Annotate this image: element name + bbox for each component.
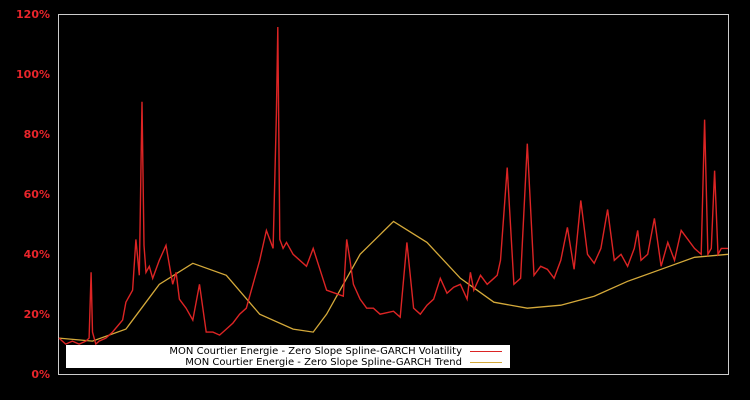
legend-label: MON Courtier Energie - Zero Slope Spline…	[169, 346, 462, 357]
y-tick-label: 100%	[16, 68, 50, 81]
trend-line	[58, 220, 729, 342]
y-tick-label: 0%	[31, 368, 50, 381]
legend-item-volatility: MON Courtier Energie - Zero Slope Spline…	[169, 346, 502, 357]
y-tick-label: 120%	[16, 8, 50, 21]
legend-label: MON Courtier Energie - Zero Slope Spline…	[185, 357, 462, 368]
y-tick-label: 20%	[23, 308, 50, 321]
y-tick-label: 80%	[23, 128, 50, 141]
chart-legend: MON Courtier Energie - Zero Slope Spline…	[66, 345, 510, 368]
plot-frame	[58, 14, 729, 375]
volatility-line	[58, 26, 728, 346]
legend-swatch-red	[470, 351, 502, 352]
legend-item-trend: MON Courtier Energie - Zero Slope Spline…	[185, 357, 502, 368]
y-tick-label: 60%	[23, 188, 50, 201]
legend-swatch-gold	[470, 362, 502, 363]
y-tick-label: 40%	[23, 248, 50, 261]
